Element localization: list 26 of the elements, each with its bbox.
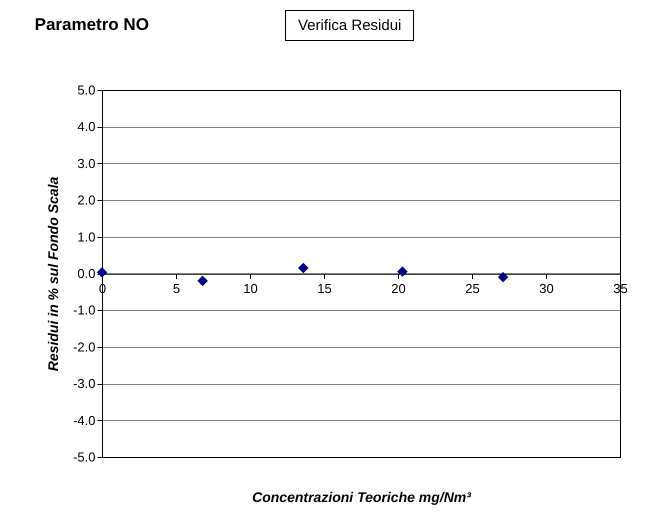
point bbox=[397, 266, 408, 277]
point bbox=[197, 276, 208, 286]
x-tick-label: 5 bbox=[172, 281, 180, 296]
x-tick-label: 30 bbox=[539, 281, 554, 296]
y-tick-label: 2.0 bbox=[77, 192, 96, 208]
x-tick-label: 15 bbox=[317, 281, 332, 296]
y-tick-label: -3.0 bbox=[73, 376, 96, 392]
y-tick-label: 4.0 bbox=[77, 119, 96, 134]
y-axis-title: Residui in % sul Fondo Scala bbox=[45, 176, 62, 372]
point bbox=[298, 262, 309, 274]
y-tick-label: -4.0 bbox=[73, 412, 96, 428]
y-tick-label: -1.0 bbox=[73, 302, 96, 318]
y-tick-label: 1.0 bbox=[77, 229, 96, 244]
x-tick-label: 20 bbox=[391, 281, 406, 296]
y-tick-label: -5.0 bbox=[73, 450, 96, 464]
y-tick-label: 3.0 bbox=[77, 156, 96, 171]
point bbox=[96, 267, 108, 278]
x-tick-label: 10 bbox=[243, 281, 258, 296]
text: Verifica Residui bbox=[285, 10, 414, 41]
y-tick-label: 5.0 bbox=[77, 82, 96, 98]
chart-title: Parametro NO bbox=[34, 15, 149, 34]
y-tick-label: -2.0 bbox=[73, 339, 96, 354]
x-axis-title: Concentrazioni Teoriche mg/Nm³ bbox=[252, 489, 472, 505]
y-tick-label: 0.0 bbox=[77, 266, 96, 281]
point bbox=[498, 272, 508, 282]
x-tick-label: 25 bbox=[465, 281, 480, 296]
